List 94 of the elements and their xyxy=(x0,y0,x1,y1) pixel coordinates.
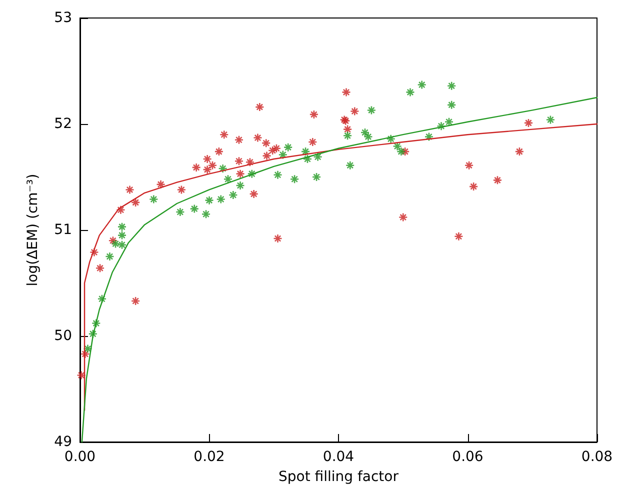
point xyxy=(95,264,105,273)
point xyxy=(192,162,201,172)
point xyxy=(406,88,415,97)
x-tick-label: 0.06 xyxy=(452,449,484,465)
point xyxy=(214,146,224,156)
point xyxy=(342,131,352,140)
point xyxy=(80,349,90,359)
point xyxy=(255,102,264,112)
point xyxy=(446,81,456,90)
point xyxy=(234,156,244,166)
point xyxy=(300,146,310,156)
point xyxy=(313,152,322,162)
point xyxy=(360,128,370,138)
point xyxy=(400,146,410,156)
point xyxy=(110,239,120,248)
point xyxy=(149,194,158,204)
point xyxy=(261,138,271,148)
point xyxy=(176,185,186,194)
point xyxy=(514,146,524,156)
point xyxy=(117,240,127,250)
point xyxy=(116,205,126,215)
point xyxy=(398,212,408,222)
point xyxy=(396,146,406,156)
point xyxy=(130,296,140,306)
point xyxy=(208,160,218,170)
x-tick-label: 0.00 xyxy=(64,449,96,465)
y-tick-label: 53 xyxy=(54,10,72,26)
point xyxy=(424,132,434,142)
point xyxy=(492,176,502,185)
point xyxy=(202,164,212,174)
y-tick-label: 51 xyxy=(54,222,72,238)
point xyxy=(108,236,118,246)
point xyxy=(236,180,245,190)
point xyxy=(273,170,282,180)
point xyxy=(156,180,166,190)
point xyxy=(308,137,318,147)
point xyxy=(228,190,238,200)
point xyxy=(249,189,258,199)
point xyxy=(130,198,140,208)
y-tick-label: 52 xyxy=(54,116,72,132)
point xyxy=(236,169,245,178)
point xyxy=(176,207,185,217)
point xyxy=(364,132,373,142)
point xyxy=(345,160,355,170)
point xyxy=(234,135,244,145)
point xyxy=(247,169,257,178)
point xyxy=(464,160,474,170)
point xyxy=(97,294,107,304)
point xyxy=(201,209,211,219)
point xyxy=(366,106,376,115)
point xyxy=(202,154,212,164)
point xyxy=(524,118,534,128)
point xyxy=(90,248,99,257)
point xyxy=(290,174,300,184)
point xyxy=(216,194,226,204)
point xyxy=(342,124,352,134)
point xyxy=(468,182,478,192)
point xyxy=(76,370,86,380)
point xyxy=(253,133,262,142)
point xyxy=(245,158,255,167)
point xyxy=(83,344,92,354)
point xyxy=(105,252,114,262)
point xyxy=(350,106,360,116)
x-tick-label: 0.02 xyxy=(194,449,225,465)
point xyxy=(125,185,134,194)
point xyxy=(218,164,228,174)
y-tick-label: 50 xyxy=(54,328,72,344)
point xyxy=(392,142,402,151)
point xyxy=(446,100,456,110)
point xyxy=(190,204,200,214)
x-tick-label: 0.04 xyxy=(322,449,354,465)
point xyxy=(272,144,282,154)
x-axis-title: Spot filling factor xyxy=(278,469,399,485)
y-axis-title: log(ΔEM) (cm⁻³) xyxy=(25,174,41,286)
point xyxy=(312,172,322,182)
point xyxy=(88,329,98,339)
point xyxy=(92,318,101,328)
point xyxy=(436,121,446,131)
point xyxy=(386,134,396,144)
point xyxy=(309,110,319,120)
point xyxy=(417,80,427,90)
x-tick-label: 0.08 xyxy=(581,449,613,465)
point xyxy=(262,151,272,160)
point xyxy=(223,174,233,184)
y-tick-label: 49 xyxy=(54,434,72,450)
point xyxy=(273,234,282,244)
point xyxy=(444,117,454,127)
point xyxy=(302,154,312,164)
point xyxy=(546,115,556,124)
point xyxy=(204,196,214,205)
point xyxy=(454,232,464,242)
point xyxy=(268,146,278,156)
point xyxy=(219,130,229,140)
point xyxy=(342,88,351,97)
